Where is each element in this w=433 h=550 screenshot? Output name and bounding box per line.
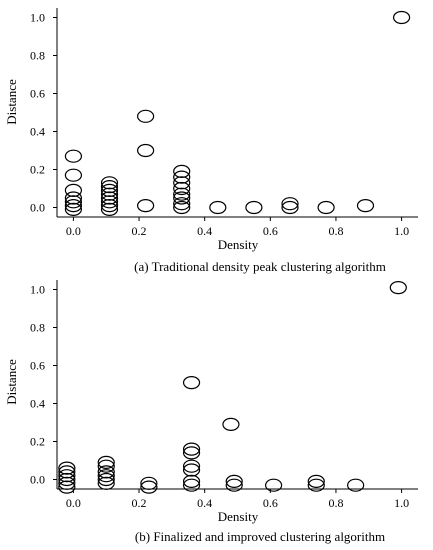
- data-point-b: [182, 446, 201, 460]
- y-tick-label-a: 0.0: [30, 201, 45, 215]
- data-point-a: [64, 199, 83, 213]
- data-point-a: [64, 183, 83, 197]
- data-point-b: [182, 442, 201, 456]
- data-point-a: [100, 195, 119, 209]
- x-tick-label-b: 1.0: [394, 496, 409, 510]
- x-tick-label-a: 0.6: [263, 224, 278, 238]
- y-tick-label-b: 0.0: [30, 473, 45, 487]
- data-point-b: [182, 376, 201, 390]
- y-axis-title-a: Distance: [4, 79, 19, 125]
- data-point-b: [97, 455, 115, 469]
- data-point-a: [100, 202, 119, 216]
- data-point-b: [307, 478, 325, 492]
- data-point-b: [182, 478, 201, 492]
- data-point-a: [64, 202, 83, 216]
- data-point-a: [356, 199, 375, 213]
- x-tick-label-b: 0.2: [132, 496, 147, 510]
- x-tick-label-b: 0.4: [197, 496, 212, 510]
- y-axis-title-b: Distance: [4, 359, 19, 405]
- data-point-b: [225, 478, 243, 492]
- y-tick-label-b: 0.4: [30, 397, 45, 411]
- data-point-b: [265, 478, 283, 492]
- data-point-b: [97, 469, 115, 483]
- y-ticks-a: 0.0 0.2 0.4 0.6 0.8 1.0: [30, 11, 57, 215]
- y-ticks-b: 0.0 0.2 0.4 0.6 0.8 1.0: [30, 283, 57, 487]
- x-tick-label-b: 0.8: [328, 496, 343, 510]
- y-tick-label-b: 0.2: [30, 435, 45, 449]
- data-point-b: [347, 478, 365, 492]
- x-tick-label-a: 0.4: [197, 224, 212, 238]
- data-point-a: [173, 187, 191, 201]
- data-point-b: [182, 474, 201, 488]
- x-axis-title-b: Density: [218, 509, 259, 524]
- y-tick-label-a: 0.6: [30, 87, 45, 101]
- chart-panel-b: 0.0 0.2 0.4 0.6 0.8 1.0 0.0 0.2 0.4 0.6 0.8 1.0 De…: [4, 280, 418, 544]
- y-tick-label-a: 0.4: [30, 125, 45, 139]
- chart-panel-a: 0.0 0.2 0.4 0.6 0.8 1.0 0.0 0.2 0.4 0.6 0.8 1.0 De…: [4, 8, 418, 274]
- y-tick-label-a: 0.8: [30, 49, 45, 63]
- x-tick-label-a: 1.0: [394, 224, 409, 238]
- data-point-a: [209, 200, 227, 215]
- data-point-b: [182, 459, 201, 473]
- caption-b: (b) Finalized and improved clustering al…: [135, 529, 385, 544]
- data-point-b: [222, 417, 240, 431]
- x-axis-title-a: Density: [218, 237, 259, 252]
- y-tick-label-b: 1.0: [30, 283, 45, 297]
- data-point-a: [245, 200, 263, 215]
- caption-a: (a) Traditional density peak clustering …: [134, 259, 386, 274]
- scatter-points-b: [58, 281, 407, 494]
- data-point-a: [173, 191, 191, 205]
- data-point-a: [137, 109, 155, 123]
- x-tick-label-b: 0.0: [66, 496, 81, 510]
- y-tick-label-a: 0.2: [30, 163, 45, 177]
- x-tick-label-b: 0.6: [263, 496, 278, 510]
- data-point-a: [64, 195, 83, 209]
- x-ticks-b: 0.0 0.2 0.4 0.6 0.8 1.0: [66, 489, 409, 510]
- y-tick-label-a: 1.0: [30, 11, 45, 25]
- x-ticks-a: 0.0 0.2 0.4 0.6 0.8 1.0: [66, 217, 409, 238]
- data-point-a: [173, 197, 191, 211]
- data-point-a: [173, 181, 191, 196]
- data-point-a: [173, 200, 191, 215]
- data-point-a: [317, 200, 335, 215]
- x-tick-label-a: 0.2: [132, 224, 147, 238]
- data-point-b: [58, 480, 76, 494]
- data-point-b: [97, 459, 115, 473]
- data-point-a: [137, 143, 155, 158]
- data-point-b: [307, 474, 325, 488]
- data-point-a: [64, 149, 83, 163]
- data-point-b: [389, 281, 407, 295]
- data-point-a: [137, 199, 155, 213]
- data-point-a: [281, 197, 299, 211]
- x-tick-label-a: 0.0: [66, 224, 81, 238]
- x-tick-label-a: 0.8: [328, 224, 343, 238]
- data-point-a: [392, 10, 411, 25]
- data-point-b: [97, 472, 115, 487]
- data-point-b: [225, 474, 243, 488]
- data-point-a: [64, 168, 83, 182]
- data-point-b: [140, 480, 158, 494]
- scatter-points-a: [64, 10, 411, 216]
- y-tick-label-b: 0.6: [30, 359, 45, 373]
- data-point-a: [281, 200, 299, 215]
- y-tick-label-b: 0.8: [30, 321, 45, 335]
- data-point-a: [100, 199, 119, 213]
- data-point-b: [58, 472, 76, 487]
